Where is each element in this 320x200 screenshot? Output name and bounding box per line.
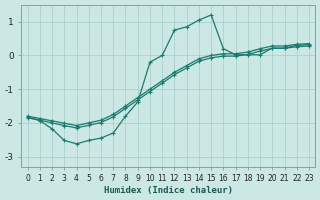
X-axis label: Humidex (Indice chaleur): Humidex (Indice chaleur) [104,186,233,195]
